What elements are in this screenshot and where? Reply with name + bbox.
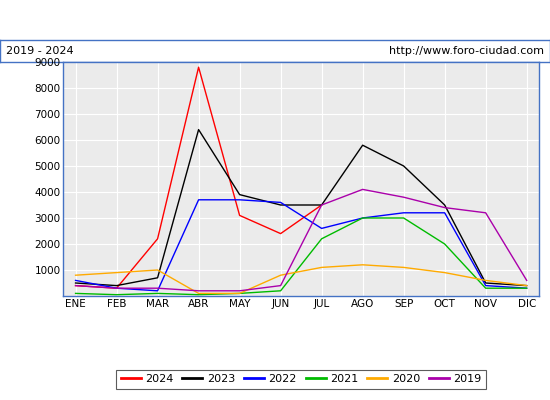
Text: http://www.foro-ciudad.com: http://www.foro-ciudad.com — [389, 46, 544, 56]
Text: Evolucion Nº Turistas Extranjeros en el municipio de Punta Umbría: Evolucion Nº Turistas Extranjeros en el … — [54, 14, 496, 26]
Text: 2019 - 2024: 2019 - 2024 — [6, 46, 73, 56]
Legend: 2024, 2023, 2022, 2021, 2020, 2019: 2024, 2023, 2022, 2021, 2020, 2019 — [116, 370, 486, 389]
